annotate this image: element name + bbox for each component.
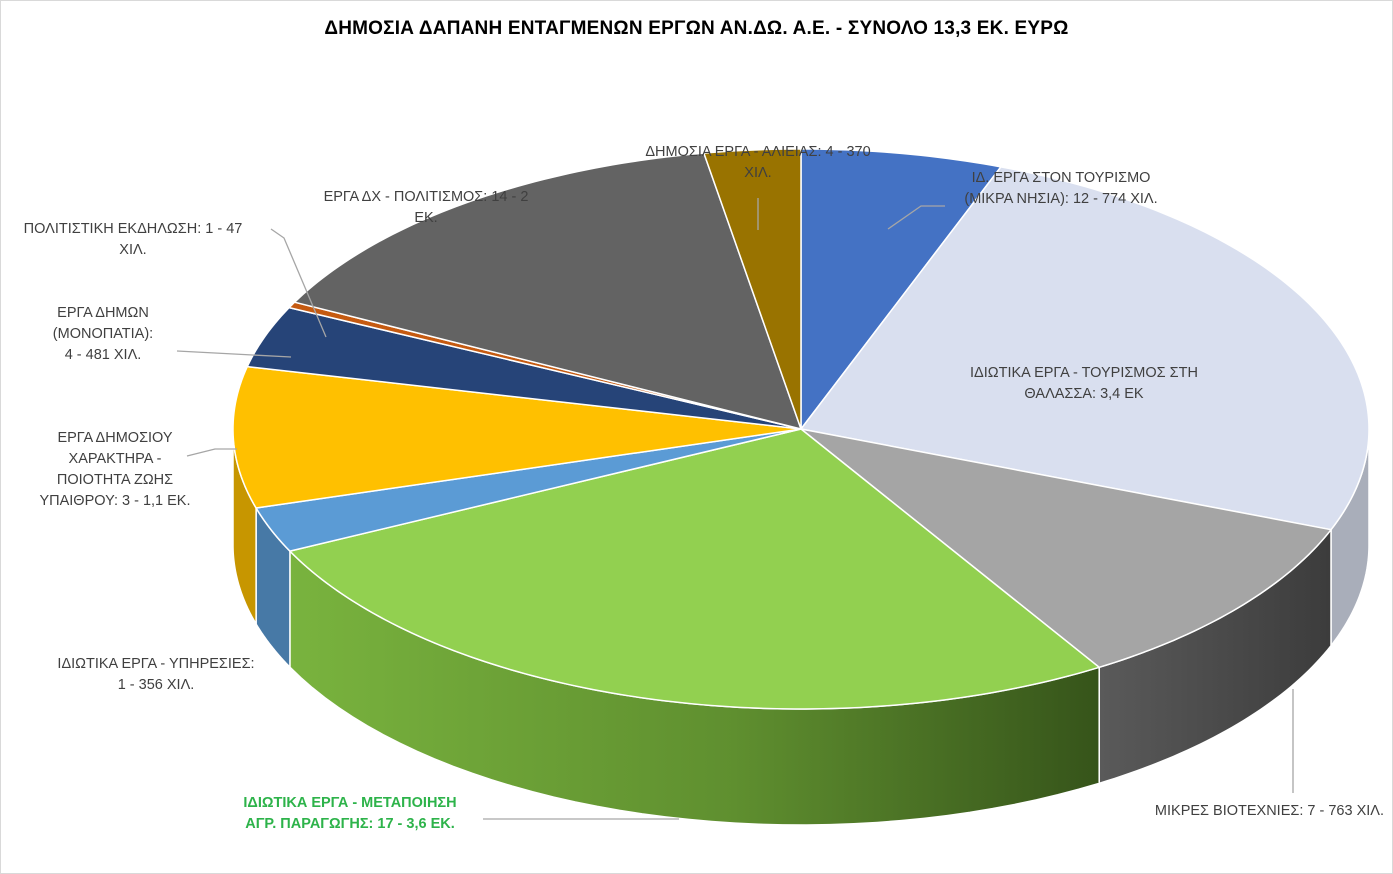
slice-label-line: ΔΗΜΟΣΙΑ ΕΡΓΑ - ΑΛΙΕΙΑΣ: 4 - 370: [645, 144, 870, 160]
slice-label-line: ΕΚ.: [414, 210, 437, 226]
leader-line-1: [887, 205, 945, 230]
pie-slice-6: [232, 365, 802, 509]
leader-line-7: [176, 350, 292, 358]
slice-label-line: ΠΟΛΙΤΙΣΤΙΚΗ ΕΚΔΗΛΩΣΗ: 1 - 47: [24, 221, 243, 237]
slice-label-line: 1 - 356 ΧΙΛ.: [118, 677, 195, 693]
slice-label-line: ΙΔ. ΕΡΓΑ ΣΤΟΝ ΤΟΥΡΙΣΜΟ: [972, 170, 1151, 186]
slice-label-line: ΙΔΙΩΤΙΚΑ ΕΡΓΑ - ΤΟΥΡΙΣΜΟΣ ΣΤΗ: [970, 365, 1198, 381]
pie-slice-2: [800, 166, 1370, 531]
slice-label-7: ΕΡΓΑ ΔΗΜΩΝ (ΜΟΝΟΠΑΤΙΑ): 4 - 481 ΧΙΛ.: [53, 305, 153, 363]
slice-label-line: (ΜΙΚΡΑ ΝΗΣΙΑ): 12 - 774 ΧΙΛ.: [964, 191, 1157, 207]
pie-slice-7: [246, 306, 802, 430]
pie-slice-10: [703, 148, 802, 430]
slice-label-line: ΙΔΙΩΤΙΚΑ ΕΡΓΑ - ΜΕΤΑΠΟΙΗΣΗ: [243, 795, 456, 811]
slice-label-line: ΜΙΚΡΕΣ ΒΙΟΤΕΧΝΙΕΣ: 7 - 763 ΧΙΛ.: [1155, 803, 1384, 819]
slice-label-8: ΠΟΛΙΤΙΣΤΙΚΗ ΕΚΔΗΛΩΣΗ: 1 - 47 ΧΙΛ.: [24, 221, 243, 258]
slice-label-line: ΘΑΛΑΣΣΑ: 3,4 ΕΚ: [1024, 386, 1144, 402]
leader-line-8: [270, 228, 327, 338]
slice-label-line: ΧΑΡΑΚΤΗΡΑ -: [69, 451, 162, 467]
slice-label-line: (ΜΟΝΟΠΑΤΙΑ):: [53, 326, 153, 342]
slice-label-line: ΕΡΓΑ ΔΗΜΟΣΙΟΥ: [57, 430, 172, 446]
slice-label-line: ΕΡΓΑ ΔΗΜΩΝ: [57, 305, 149, 321]
slice-label-3: ΜΙΚΡΕΣ ΒΙΟΤΕΧΝΙΕΣ: 7 - 763 ΧΙΛ.: [1155, 803, 1384, 819]
pie-slice-4: [289, 428, 1100, 710]
pie-slice-3: [800, 428, 1332, 669]
slice-label-line: ΑΓΡ. ΠΑΡΑΓΩΓΗΣ: 17 - 3,6 ΕΚ.: [245, 816, 455, 832]
slice-label-line: ΥΠΑΙΘΡΟΥ: 3 - 1,1 ΕΚ.: [39, 493, 190, 509]
slice-label-9: ΕΡΓΑ ΔΧ - ΠΟΛΙΤΙΣΜΟΣ: 14 - 2 ΕΚ.: [324, 189, 529, 226]
pie-slice-5: [255, 428, 802, 552]
pie-slice-9: [293, 152, 802, 430]
pie-slice-1: [800, 148, 1002, 430]
slice-label-1: ΙΔ. ΕΡΓΑ ΣΤΟΝ ΤΟΥΡΙΣΜΟ (ΜΙΚΡΑ ΝΗΣΙΑ): 12 …: [964, 170, 1157, 207]
slice-label-4: ΙΔΙΩΤΙΚΑ ΕΡΓΑ - ΜΕΤΑΠΟΙΗΣΗ ΑΓΡ. ΠΑΡΑΓΩΓΗΣ…: [243, 795, 456, 832]
slice-label-line: ΕΡΓΑ ΔΧ - ΠΟΛΙΤΙΣΜΟΣ: 14 - 2: [324, 189, 529, 205]
slice-label-line: ΧΙΛ.: [744, 165, 771, 181]
leader-line-6: [186, 448, 237, 457]
slice-label-10: ΔΗΜΟΣΙΑ ΕΡΓΑ - ΑΛΙΕΙΑΣ: 4 - 370 ΧΙΛ.: [645, 144, 870, 181]
slice-label-6: ΕΡΓΑ ΔΗΜΟΣΙΟΥ ΧΑΡΑΚΤΗΡΑ - ΠΟΙΟΤΗΤΑ ΖΩΗΣ ΥΠΑ…: [39, 430, 190, 509]
slice-label-line: ΠΟΙΟΤΗΤΑ ΖΩΗΣ: [57, 472, 173, 488]
slice-label-line: ΧΙΛ.: [119, 242, 146, 258]
chart-title: ΔΗΜΟΣΙΑ ΔΑΠΑΝΗ ΕΝΤΑΓΜΕΝΩΝ ΕΡΓΩΝ ΑΝ.ΔΩ. Α…: [324, 18, 1069, 39]
slice-label-line: 4 - 481 ΧΙΛ.: [65, 347, 142, 363]
slice-label-5: ΙΔΙΩΤΙΚΑ ΕΡΓΑ - ΥΠΗΡΕΣΙΕΣ: 1 - 356 ΧΙΛ.: [57, 656, 254, 693]
slice-label-2: ΙΔΙΩΤΙΚΑ ΕΡΓΑ - ΤΟΥΡΙΣΜΟΣ ΣΤΗ ΘΑΛΑΣΣΑ: 3,…: [970, 365, 1198, 402]
slice-label-line: ΙΔΙΩΤΙΚΑ ΕΡΓΑ - ΥΠΗΡΕΣΙΕΣ:: [57, 656, 254, 672]
